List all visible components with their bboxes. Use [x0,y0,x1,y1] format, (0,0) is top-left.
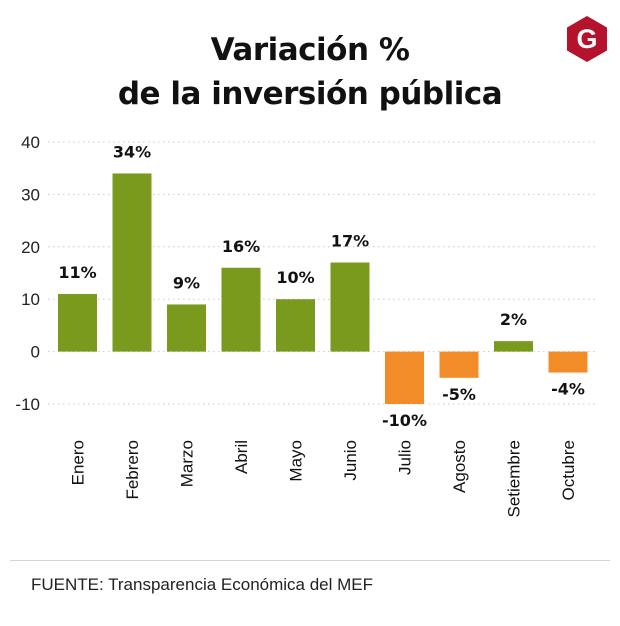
bar-value-label: 16% [222,237,260,256]
bar [548,351,588,373]
brand-logo-letter: G [576,24,597,54]
y-tick-label: -10 [15,395,40,414]
x-category-label: Julio [396,440,415,475]
x-category-label: Enero [69,440,88,485]
x-category-label: Setiembre [505,440,524,517]
bar-value-label: 10% [276,268,314,287]
bar-value-label: 9% [173,273,200,292]
bar [276,299,315,352]
x-category-label: Marzo [178,440,197,487]
bar [58,293,97,352]
brand-logo: G [567,16,607,62]
chart-title-line-2: de la inversión pública [117,76,503,112]
chart-title-line-1: Variación % [210,32,410,68]
y-tick-label: 30 [21,185,40,204]
bar-value-label: -5% [442,385,476,404]
y-tick-label: 20 [21,238,40,257]
bar [167,304,206,352]
bar-value-label: 11% [58,263,96,282]
chart-title: Variación % de la inversión pública [0,28,620,116]
bar-chart: 40 30 20 10 0 -10 11% Enero 34% Febrero 9% Marzo 16%… [15,133,598,517]
bar-value-label: 17% [331,232,369,251]
bar [112,173,152,352]
y-tick-label: 0 [31,343,40,362]
x-category-label: Febrero [123,440,142,500]
bar [221,267,261,352]
source-note: FUENTE: Transparencia Económica del MEF [31,575,374,594]
footer-divider [10,560,610,561]
x-category-label: Octubre [559,440,578,500]
bar-value-label: 2% [500,310,527,329]
x-category-label: Agosto [450,440,469,493]
y-tick-label: 40 [21,133,40,152]
x-category-label: Mayo [287,440,306,482]
bar-value-label: -4% [551,380,585,399]
bar [385,351,424,404]
bar [439,351,479,378]
x-category-label: Junio [341,440,360,481]
x-category-label: Abril [232,440,251,474]
bar-value-label: -10% [382,411,427,430]
y-tick-label: 10 [21,290,40,309]
bar-value-label: 34% [113,142,151,161]
bar [494,341,533,352]
bar [330,262,370,352]
brand-logo-hexagon [567,16,607,62]
